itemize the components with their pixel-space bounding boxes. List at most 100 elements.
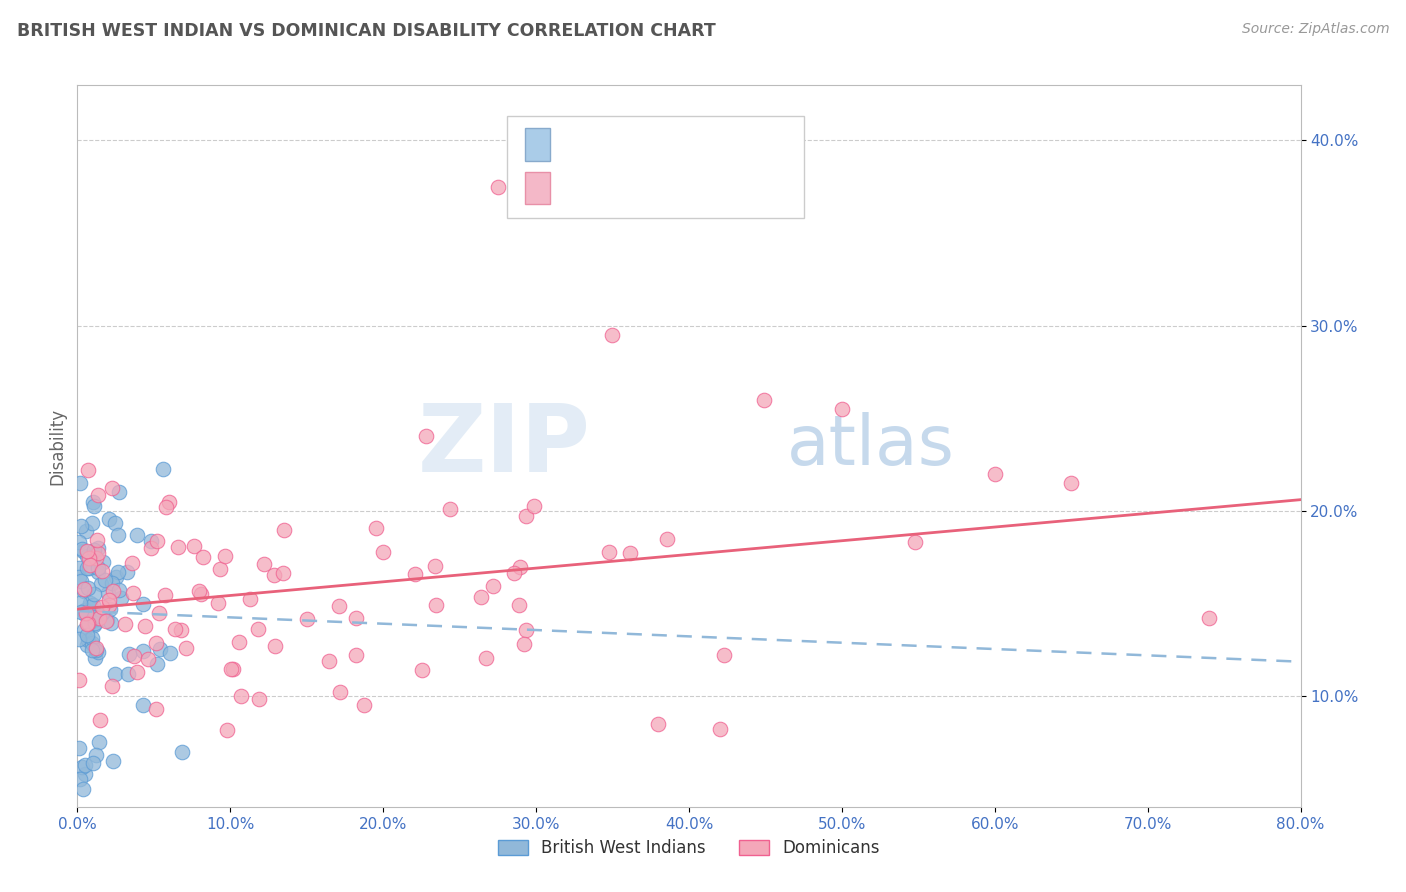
Point <box>439 502 461 516</box>
Point <box>271 566 294 580</box>
Point <box>344 648 367 662</box>
Point <box>73 584 96 599</box>
Point <box>101 481 124 495</box>
Point <box>69 476 91 491</box>
Point <box>86 748 108 763</box>
Point <box>67 632 90 646</box>
Point <box>217 723 239 737</box>
Point <box>172 745 194 759</box>
Point <box>515 623 537 637</box>
Point <box>132 698 155 712</box>
Point <box>239 591 262 606</box>
Point <box>602 327 624 342</box>
Point <box>76 560 98 574</box>
Point <box>752 392 775 407</box>
Point <box>263 639 285 653</box>
Point <box>103 667 125 681</box>
Point <box>77 550 100 565</box>
Y-axis label: Disability: Disability <box>48 408 66 484</box>
Point <box>146 657 169 672</box>
Point <box>209 561 232 575</box>
Point <box>110 591 132 606</box>
Point <box>72 541 94 556</box>
Point <box>139 533 162 548</box>
Point <box>145 702 167 716</box>
Point <box>98 602 121 616</box>
Text: 102: 102 <box>734 180 768 195</box>
Point <box>136 652 159 666</box>
Point <box>415 429 437 443</box>
Point <box>169 623 191 637</box>
Point <box>73 582 96 597</box>
Text: Source: ZipAtlas.com: Source: ZipAtlas.com <box>1241 22 1389 37</box>
Point <box>82 598 104 612</box>
Point <box>70 759 93 773</box>
Point <box>73 757 96 772</box>
Point <box>107 527 129 541</box>
Point <box>512 637 534 651</box>
Point <box>76 544 98 558</box>
Point <box>79 550 101 565</box>
Point <box>831 401 853 416</box>
Point <box>373 545 395 559</box>
Point <box>67 534 90 549</box>
Point <box>515 508 537 523</box>
Point <box>73 603 96 617</box>
Point <box>107 582 129 597</box>
Point <box>77 561 100 575</box>
Point <box>80 636 103 650</box>
Point <box>647 717 669 731</box>
Point <box>619 546 641 560</box>
Point <box>89 610 111 624</box>
Point <box>1060 476 1083 491</box>
Point <box>84 643 107 657</box>
Point <box>486 179 509 194</box>
Point <box>114 617 136 632</box>
Point <box>222 662 245 676</box>
Point <box>219 662 242 676</box>
Point <box>101 584 124 599</box>
Text: N =: N = <box>689 136 725 152</box>
Text: R =: R = <box>565 136 599 152</box>
Point <box>174 641 197 656</box>
Point <box>76 549 98 564</box>
Point <box>72 781 94 796</box>
Point <box>328 599 350 613</box>
Point <box>67 741 90 756</box>
Point <box>86 641 108 656</box>
Point <box>122 586 145 600</box>
Point <box>83 610 105 624</box>
Point <box>83 611 105 625</box>
Point <box>75 524 97 539</box>
Point <box>295 612 318 626</box>
Point <box>76 632 98 647</box>
Point <box>121 556 143 570</box>
Point <box>94 614 117 628</box>
Point <box>134 619 156 633</box>
Point <box>86 551 108 566</box>
Point <box>117 667 139 681</box>
Text: BRITISH WEST INDIAN VS DOMINICAN DISABILITY CORRELATION CHART: BRITISH WEST INDIAN VS DOMINICAN DISABIL… <box>17 22 716 40</box>
Text: ZIP: ZIP <box>418 400 591 492</box>
Point <box>83 587 105 601</box>
Point <box>72 544 94 558</box>
Point <box>509 560 531 574</box>
Point <box>122 648 145 663</box>
Point <box>67 673 90 688</box>
Point <box>91 564 114 578</box>
Point <box>96 614 118 628</box>
Point <box>94 574 117 588</box>
Point <box>79 615 101 630</box>
Point <box>87 565 110 579</box>
Point <box>107 565 129 579</box>
Point <box>193 549 215 564</box>
Point <box>76 628 98 642</box>
Point <box>263 567 285 582</box>
Point <box>231 689 253 703</box>
Point <box>104 569 127 583</box>
Point <box>101 576 124 591</box>
Point <box>87 546 110 560</box>
Point <box>328 685 350 699</box>
Point <box>247 692 270 706</box>
Point <box>655 533 678 547</box>
